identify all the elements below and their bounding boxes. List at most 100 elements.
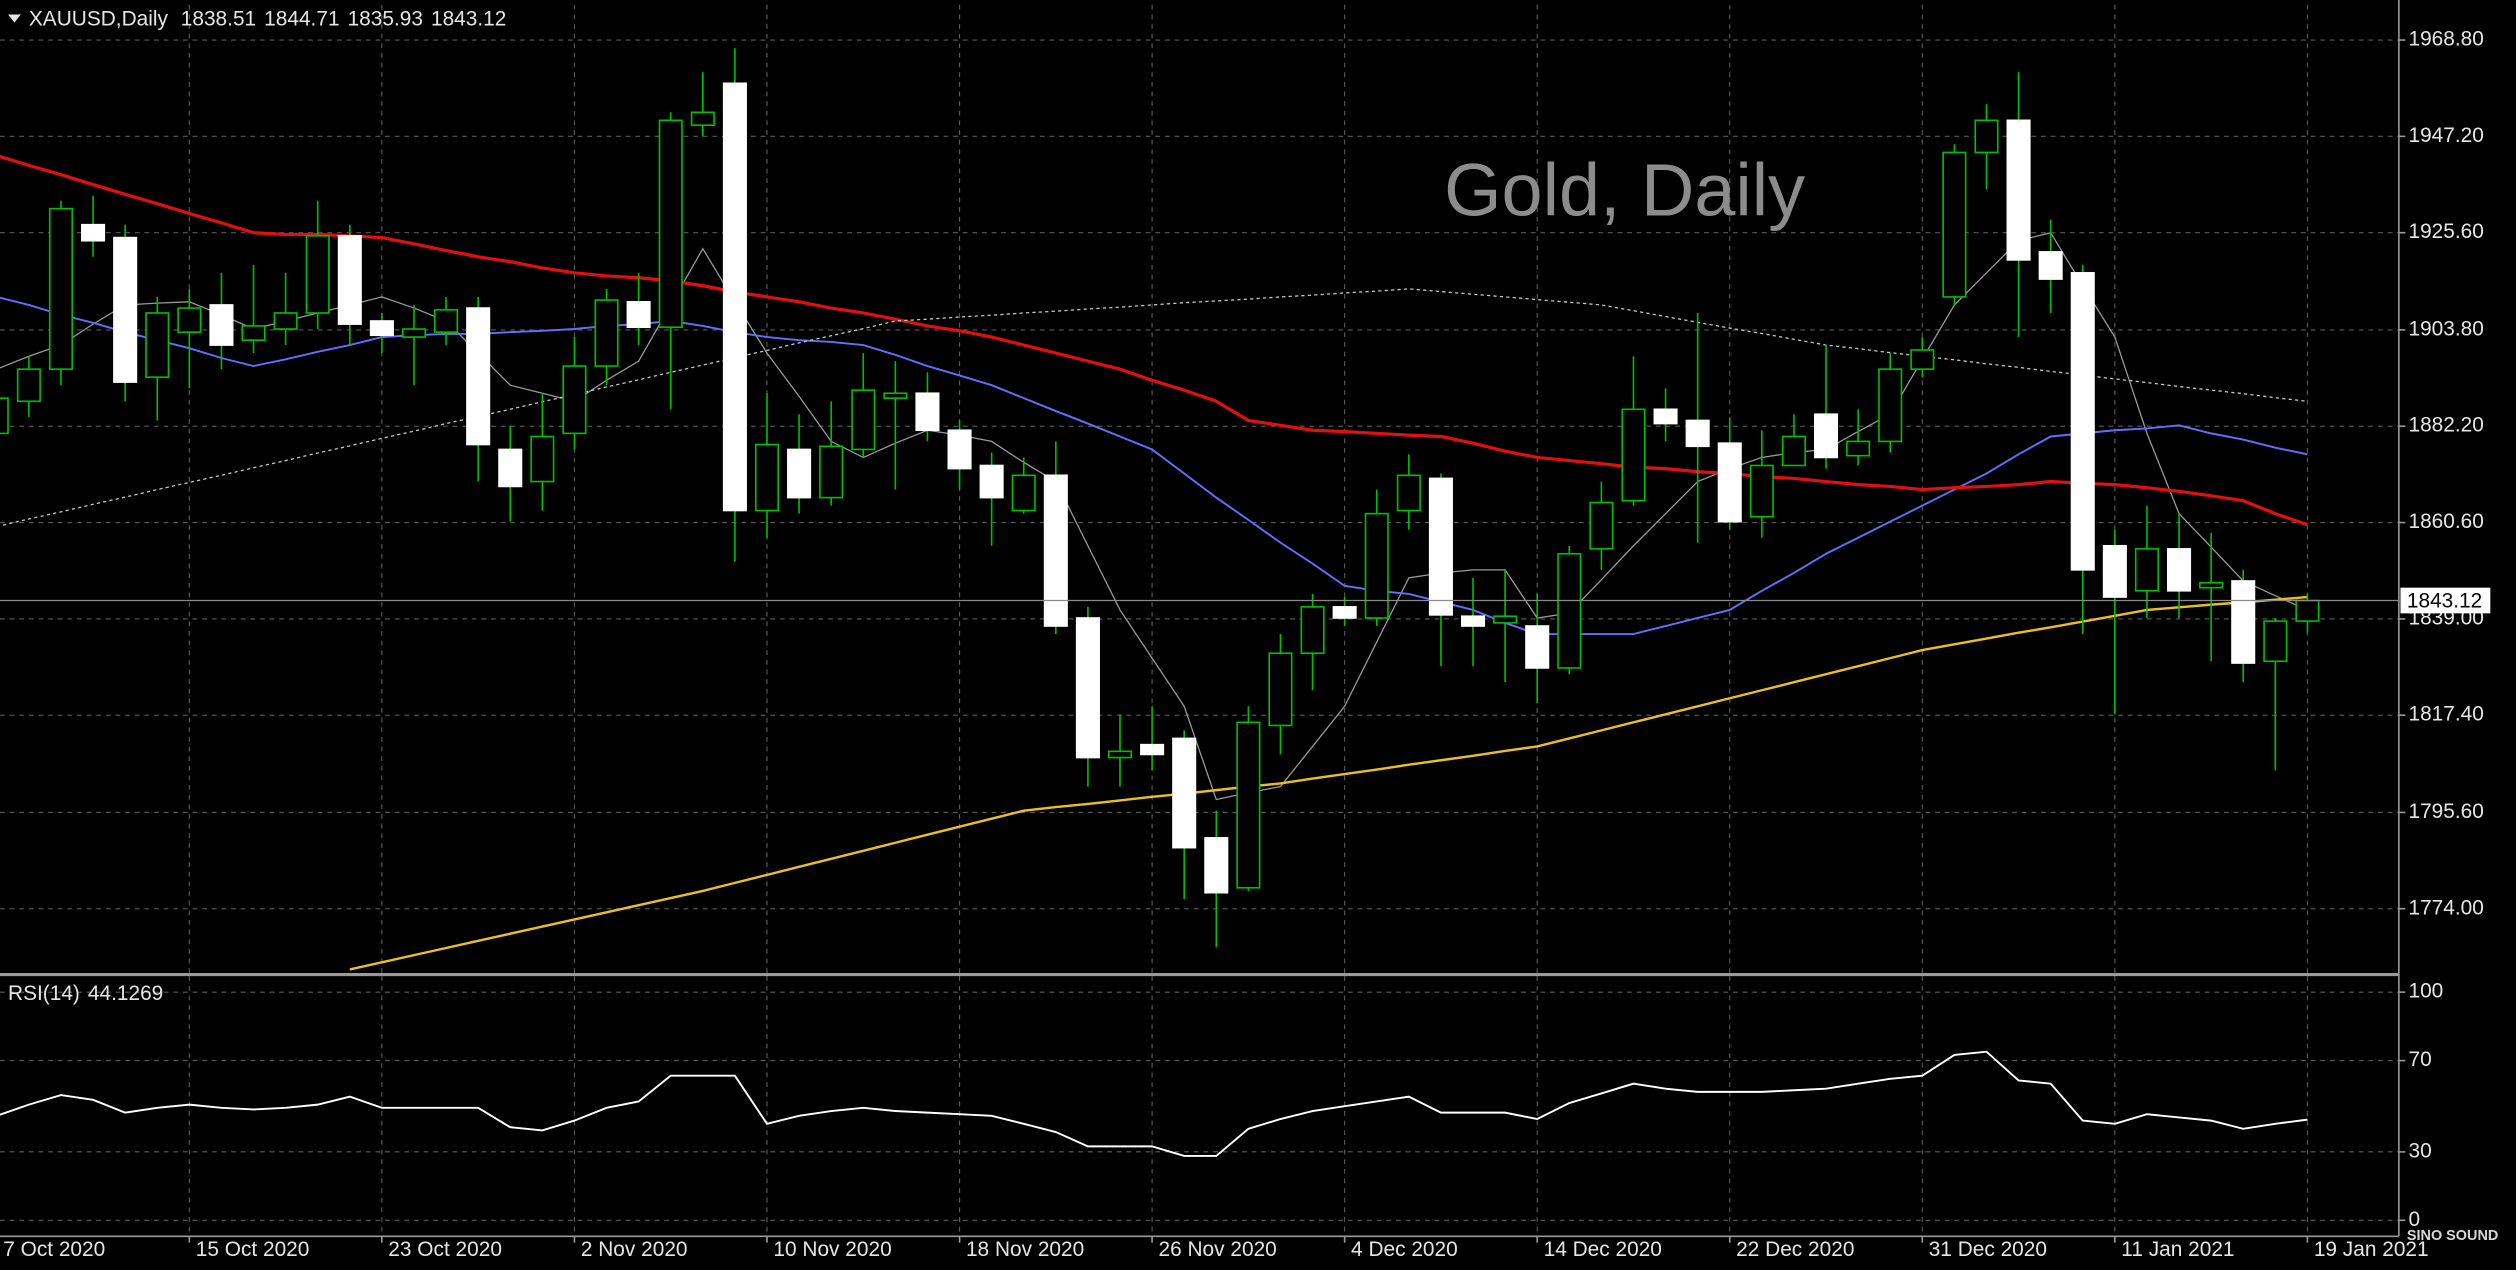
candle-body [2295, 599, 2320, 622]
candle-body [1942, 151, 1967, 298]
y-tick-label: 1860.60 [2408, 510, 2483, 533]
candle-body [1493, 615, 1518, 624]
candle-body [851, 389, 876, 451]
candle-body [1140, 743, 1165, 756]
rsi-header: RSI(14) 44.1269 [8, 981, 163, 1004]
candle-body [1910, 349, 1935, 370]
candle-body [1172, 737, 1197, 849]
candle-body [1781, 435, 1806, 467]
y-tick-label: 1903.80 [2408, 317, 2483, 340]
candle-body [1268, 652, 1293, 727]
candle-body [1204, 837, 1229, 894]
candle-body [1107, 750, 1133, 759]
price-label: 1843.12 [2407, 590, 2482, 613]
candle-body [401, 328, 427, 338]
candle-body [2231, 580, 2256, 664]
y-tick-label: 30 [2408, 1139, 2431, 1162]
candle-body [48, 207, 74, 370]
candle-body [947, 429, 972, 470]
candle-body [369, 320, 394, 337]
candle-body [1749, 464, 1774, 518]
candle-body [722, 82, 747, 512]
candle-body [434, 309, 459, 333]
candle-body [1428, 477, 1453, 616]
y-tick-label: 1817.40 [2408, 703, 2483, 726]
candle-body [787, 448, 812, 499]
y-tick-label: 1925.60 [2408, 220, 2483, 243]
candle-body [2134, 548, 2159, 592]
candle-body [16, 368, 41, 403]
candle-body [819, 445, 844, 499]
y-tick-label: 1774.00 [2408, 896, 2483, 919]
x-tick-label: 18 Nov 2020 [966, 1238, 1084, 1261]
candle-body [1396, 474, 1421, 512]
candle-body [883, 392, 908, 399]
indicator-line [0, 1050, 2308, 1157]
candle-body [594, 299, 619, 367]
y-tick-label: 1968.80 [2408, 28, 2483, 51]
candle-body [2102, 544, 2127, 598]
x-tick-label: 11 Jan 2021 [2121, 1238, 2234, 1261]
candle-body [530, 435, 555, 483]
candle-body [241, 325, 266, 341]
candle-body [2263, 620, 2288, 663]
x-tick-label: 7 Oct 2020 [3, 1238, 105, 1261]
symbol: XAUUSD,Daily [29, 7, 169, 30]
candle-body [1878, 368, 1903, 443]
candle-body [1011, 474, 1036, 512]
candle-body [1364, 512, 1389, 619]
x-tick-label: 10 Nov 2020 [773, 1238, 891, 1261]
candle-body [2006, 119, 2031, 261]
candle-body [1236, 721, 1261, 889]
candle-body [1300, 606, 1325, 655]
price-pane [0, 48, 2399, 971]
candle-body [1717, 442, 1742, 523]
candle-body [1525, 625, 1550, 669]
indicator-line [0, 154, 2308, 527]
price-label-box [2400, 587, 2491, 614]
candle-body [273, 312, 298, 330]
candle-body [1813, 413, 1839, 459]
chart-header: XAUUSD,Daily 1838.51 1844.71 1835.93 1843.12 [29, 7, 506, 30]
candle-body [1075, 617, 1100, 759]
x-tick-label: 15 Oct 2020 [196, 1238, 310, 1261]
candle-body [2199, 581, 2224, 589]
x-tick-label: 23 Oct 2020 [388, 1238, 502, 1261]
low: 1835.93 [348, 7, 423, 30]
candle-body [498, 448, 523, 488]
candle-body [1846, 440, 1871, 457]
candle-body [754, 443, 780, 512]
candle-body [1685, 419, 1710, 448]
candle-body [562, 365, 587, 435]
y-tick-label: 1795.60 [2408, 800, 2483, 823]
y-tick-label: 100 [2408, 980, 2443, 1003]
candle-body [1557, 552, 1582, 669]
menu-triangle[interactable] [8, 14, 21, 23]
candle-body [626, 301, 651, 329]
rsi-value: 44.1269 [88, 981, 163, 1004]
candle-body [658, 119, 683, 329]
candle-body [1332, 606, 1357, 619]
candle-body [113, 236, 138, 383]
candle-body [145, 312, 170, 378]
x-tick-label: 2 Nov 2020 [581, 1238, 688, 1261]
x-tick-label: 31 Dec 2020 [1929, 1238, 2047, 1261]
candle-body [1653, 408, 1678, 425]
logo: SINO SOUND [2407, 1228, 2498, 1244]
x-tick-label: 14 Dec 2020 [1544, 1238, 1662, 1261]
candle-body [1043, 474, 1068, 627]
candle-body [2038, 251, 2063, 280]
rsi-title: RSI(14) [8, 981, 80, 1004]
x-tick-label: 26 Nov 2020 [1159, 1238, 1277, 1261]
x-tick-label: 19 Jan 2021 [2314, 1238, 2429, 1261]
candle-body [2070, 272, 2095, 571]
candle-body [1974, 119, 1999, 154]
candle-body [305, 235, 330, 314]
close: 1843.12 [431, 7, 506, 30]
axis-layer: 1968.80 1947.20 1925.60 1903.80 1882.20 1860.… [3, 28, 2491, 1261]
watermark: Gold, Daily [1444, 148, 1805, 231]
y-tick-label: 1947.20 [2408, 124, 2483, 147]
indicator-line [349, 595, 2308, 971]
